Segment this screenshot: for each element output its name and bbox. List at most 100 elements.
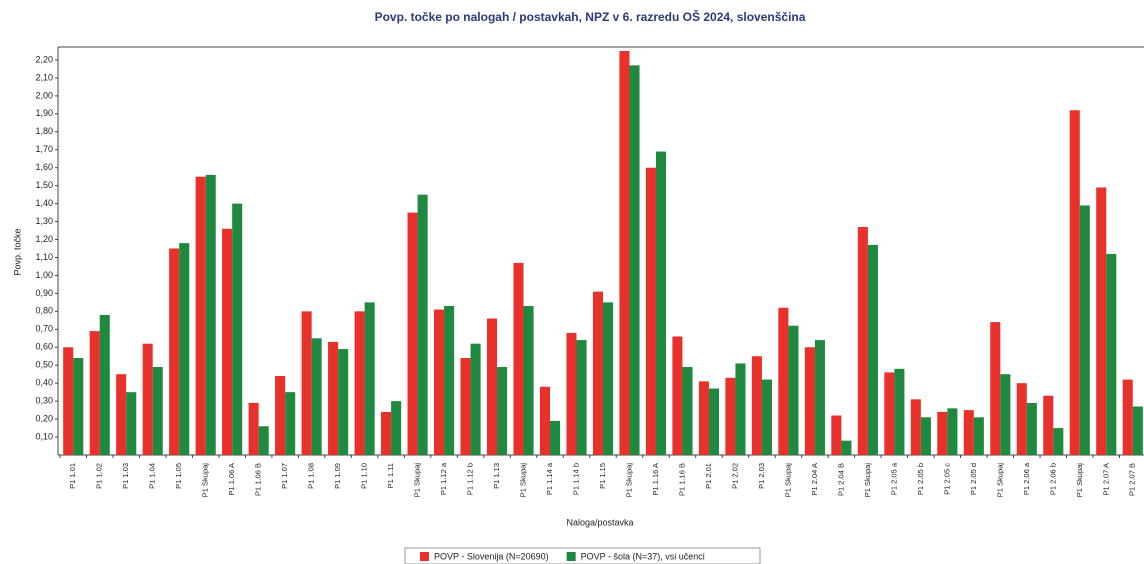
bar [205,174,216,456]
bar [354,311,365,455]
bar [708,388,720,455]
bar [434,309,445,455]
x-tick-label: P1 1.06 B [254,463,263,496]
legend-swatch [566,552,576,561]
x-tick-label: P1 1.03 [121,463,130,489]
x-tick-label: P1 1.15 [598,463,607,489]
y-tick-label: 0,10 [35,431,53,441]
x-tick-label: P1 1.14 b [571,463,580,495]
bar [592,291,603,455]
bar [1016,383,1027,455]
bar [470,343,481,455]
bar [460,358,471,455]
x-tick-label: P1 1.14 a [545,462,554,495]
bar [576,340,587,455]
bar [126,392,137,455]
bar [222,228,233,455]
x-tick-label: P1 2.04 A [810,463,819,496]
bar [328,341,339,455]
x-tick-label: P1 2.03 [757,463,766,489]
bar [301,311,312,455]
bar [1132,406,1143,455]
y-tick-label: 1,50 [35,180,53,190]
bar [682,367,693,455]
bar [841,440,852,455]
x-tick-label: P1 2.05 d [969,463,978,495]
x-tick-label: P1 2.01 [704,463,713,489]
bar [1106,253,1117,455]
bar [258,426,269,455]
x-tick-label: P1 1.10 [360,463,369,489]
bar [391,401,402,455]
x-tick-label: P1 2.05 c [942,463,951,495]
bar [619,51,630,455]
x-tick-label: P1 Skupaj [783,463,792,498]
bar [1122,379,1133,455]
y-tick-label: 0,30 [35,396,53,406]
bar [788,325,799,455]
x-tick-label: P1 1.12 a [439,462,448,495]
chart-title: Povp. točke po nalogah / postavkah, NPZ … [375,9,806,24]
bar [804,347,815,455]
bar [179,243,190,455]
x-tick-label: P1 2.05 a [889,462,898,495]
x-tick-label: P1 Skupaj [413,463,422,498]
x-tick-label: P1 2.02 [730,463,739,489]
bar [486,318,498,455]
bar [698,381,709,455]
x-tick-label: P1 2.05 b [916,463,925,495]
bar [381,411,392,455]
bar [248,402,259,455]
x-tick-label: P1 2.06 a [1022,462,1031,495]
bar [338,349,349,455]
x-tick-label: P1 1.13 [492,463,501,489]
y-tick-label: 1,40 [35,198,53,208]
y-tick-label: 1,20 [35,234,53,244]
bar [920,417,931,455]
bar [1069,110,1080,456]
bar [884,372,895,455]
bar [152,367,163,455]
bar [947,408,958,455]
y-tick-label: 2,20 [35,54,53,64]
x-axis-label: Naloga/postavka [566,517,633,527]
bar [990,322,1001,455]
x-tick-label: P1 1.08 [307,463,316,489]
y-tick-label: 1,30 [35,216,53,226]
y-tick-label: 2,10 [35,72,53,82]
bar [725,377,736,455]
y-tick-label: 2,00 [35,90,53,100]
bar [831,415,842,455]
bar [910,399,921,455]
bar [857,226,868,455]
x-tick-label: P1 1.01 [68,463,77,489]
bar [497,367,508,455]
bar [629,65,640,455]
y-tick-label: 0,50 [35,360,53,370]
x-tick-label: P1 2.06 b [1048,463,1057,495]
x-tick-label: P1 1.06 A [227,463,236,496]
y-tick-label: 1,90 [35,108,53,118]
bar [1079,205,1090,455]
bar [761,379,772,455]
bar [275,375,286,455]
legend-label: POVP - Slovenija (N=20690) [434,551,549,561]
x-tick-label: P1 2.07 B [1128,463,1137,496]
x-tick-label: P1 1.12 b [466,463,475,495]
bar [566,332,577,455]
bar [963,410,974,455]
bar [894,368,905,455]
x-tick-label: P1 1.04 [148,463,157,489]
x-tick-label: P1 Skupaj [995,463,1004,498]
x-tick-label: P1 1.09 [333,463,342,489]
bar [1043,395,1054,455]
bar [1096,187,1107,455]
bar [539,386,551,455]
bar [364,302,375,455]
bar [63,347,74,455]
y-tick-label: 0,60 [35,342,53,352]
legend-label: POVP - šola (N=37), vsi učenci [581,551,705,561]
y-tick-label: 1,70 [35,144,53,154]
y-tick-label: 1,60 [35,162,53,172]
